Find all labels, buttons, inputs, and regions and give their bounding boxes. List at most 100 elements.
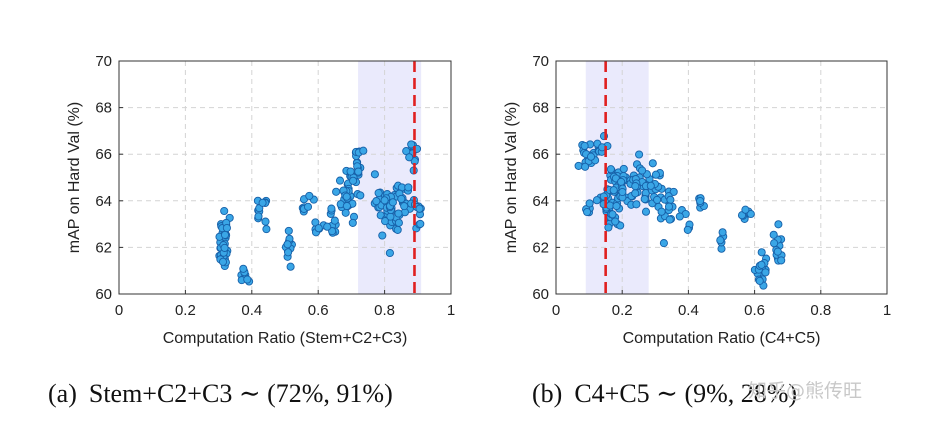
data-point — [675, 212, 684, 221]
x-tick-label: 0.4 — [241, 302, 262, 319]
data-point — [757, 248, 766, 257]
data-point — [327, 204, 336, 213]
data-point — [770, 239, 779, 248]
data-point — [348, 218, 357, 227]
data-point — [284, 226, 293, 235]
y-tick-label: 68 — [95, 100, 112, 117]
data-point — [332, 187, 341, 196]
highlight-range-band — [358, 61, 422, 294]
x-tick-label: 0.6 — [744, 302, 765, 319]
data-point — [323, 222, 332, 231]
y-tick-label: 60 — [95, 286, 112, 303]
data-point — [258, 198, 267, 207]
y-tick-label: 62 — [532, 239, 549, 256]
y-tick-label: 66 — [95, 146, 112, 163]
data-point — [646, 181, 655, 190]
data-point — [777, 256, 786, 265]
data-point — [640, 194, 649, 204]
data-point — [342, 201, 351, 211]
data-point — [746, 209, 755, 219]
plot-frame — [118, 60, 452, 295]
data-point — [669, 187, 678, 196]
data-point — [586, 152, 596, 161]
data-point — [641, 207, 651, 216]
caption-label: (b) — [532, 379, 562, 408]
y-tick-label: 64 — [532, 193, 549, 210]
x-axis-label: Computation Ratio (C4+C5) — [623, 330, 821, 347]
data-point — [741, 205, 750, 214]
data-point — [608, 210, 617, 219]
data-point — [342, 192, 351, 201]
data-point — [370, 170, 379, 179]
data-point — [773, 247, 782, 256]
data-point — [716, 236, 725, 245]
data-point — [380, 196, 389, 205]
data-point — [574, 161, 583, 170]
data-point — [416, 219, 425, 228]
data-point — [632, 200, 641, 209]
data-point — [220, 230, 230, 239]
data-point — [631, 182, 640, 191]
data-point — [374, 188, 383, 198]
data-point — [638, 166, 647, 175]
y-tick-label: 64 — [95, 193, 112, 210]
data-point — [397, 194, 406, 203]
y-tick-label: 62 — [95, 239, 112, 256]
y-tick-label: 60 — [532, 286, 549, 303]
plot-frame — [555, 60, 888, 295]
data-point — [683, 225, 692, 234]
scatter-points — [574, 132, 786, 290]
data-point — [335, 176, 345, 185]
data-point — [386, 212, 395, 221]
data-point — [774, 220, 783, 229]
data-point — [356, 191, 365, 200]
panel-a: 0 0.2 0.4 0.6 0.8 1 60 62 64 66 68 70 Computation R… — [48, 53, 455, 408]
data-point — [330, 216, 339, 225]
data-point — [653, 195, 662, 204]
data-point — [407, 140, 416, 149]
data-point — [631, 189, 640, 198]
data-point — [769, 230, 778, 239]
data-point — [261, 217, 270, 226]
data-point — [262, 225, 271, 234]
caption-b: (b) C4+C5 ∼ (9%, 28%) — [532, 379, 797, 408]
data-point — [612, 201, 621, 211]
scatter-points — [215, 140, 425, 286]
data-point — [388, 198, 397, 207]
data-point — [303, 202, 313, 211]
tick-labels: 0 0.2 0.4 0.6 0.8 1 60 62 64 66 68 70 — [95, 53, 455, 319]
data-point — [222, 223, 231, 233]
x-tick-label: 0 — [552, 302, 560, 319]
data-point — [346, 167, 355, 176]
caption-label: (a) — [48, 379, 77, 408]
data-point — [592, 196, 601, 205]
data-point — [651, 170, 660, 179]
data-point — [583, 207, 592, 217]
y-tick-label: 66 — [532, 146, 549, 163]
x-axis-label: Computation Ratio (Stem+C2+C3) — [163, 330, 408, 347]
data-point — [354, 167, 363, 176]
y-axis-label: mAP on Hard Val (%) — [66, 102, 83, 253]
data-point — [220, 243, 229, 252]
data-point — [404, 183, 413, 192]
data-point — [755, 276, 764, 285]
data-point — [580, 141, 589, 150]
data-point — [394, 218, 403, 227]
y-tick-label: 70 — [532, 53, 549, 70]
data-point — [617, 177, 626, 186]
data-point — [618, 187, 627, 197]
caption-text: Stem+C2+C3 ∼ (72%, 91%) — [89, 379, 393, 408]
data-point — [254, 212, 263, 221]
data-point — [665, 215, 674, 224]
data-point — [604, 223, 613, 232]
data-point — [635, 150, 644, 159]
data-point — [648, 159, 657, 168]
x-tick-label: 1 — [447, 302, 455, 319]
data-point — [385, 248, 394, 258]
caption-a: (a) Stem+C2+C3 ∼ (72%, 91%) — [48, 379, 393, 408]
data-point — [606, 165, 615, 174]
x-tick-label: 0.4 — [678, 302, 699, 319]
data-point — [305, 191, 314, 200]
data-point — [415, 204, 424, 213]
data-point — [393, 225, 402, 234]
